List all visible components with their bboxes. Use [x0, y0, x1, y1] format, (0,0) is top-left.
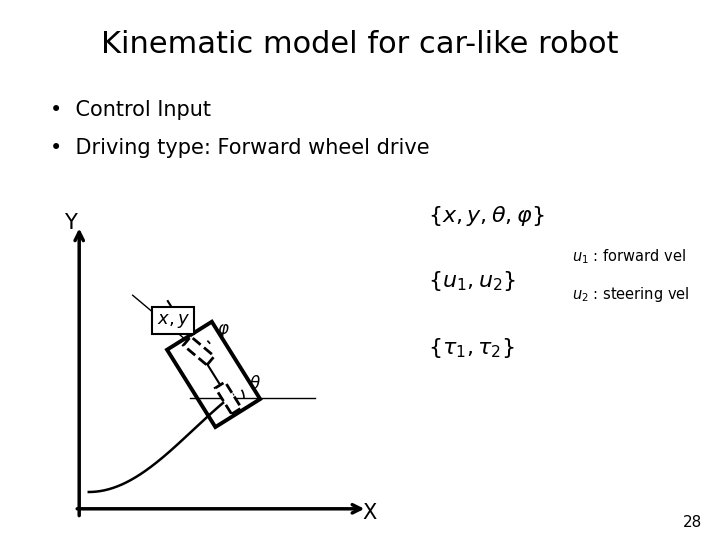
- Text: $u_1$ : forward vel: $u_1$ : forward vel: [572, 247, 686, 266]
- Polygon shape: [215, 382, 241, 414]
- Text: Y: Y: [64, 213, 77, 233]
- Text: $\{x, y, \theta, \varphi\}$: $\{x, y, \theta, \varphi\}$: [428, 204, 545, 228]
- Text: $u_2$ : steering vel: $u_2$ : steering vel: [572, 285, 690, 304]
- Text: $\theta$: $\theta$: [248, 375, 261, 393]
- Text: •  Control Input: • Control Input: [50, 100, 212, 120]
- Text: $\{u_1, u_2\}$: $\{u_1, u_2\}$: [428, 269, 516, 293]
- Text: $x, y$: $x, y$: [157, 312, 190, 330]
- Text: $\{\tau_1, \tau_2\}$: $\{\tau_1, \tau_2\}$: [428, 336, 515, 360]
- Text: X: X: [362, 503, 377, 523]
- Text: $\varphi$: $\varphi$: [217, 322, 230, 340]
- Text: Kinematic model for car-like robot: Kinematic model for car-like robot: [102, 30, 618, 59]
- Polygon shape: [184, 336, 215, 365]
- Text: •  Driving type: Forward wheel drive: • Driving type: Forward wheel drive: [50, 138, 430, 158]
- Text: 28: 28: [683, 515, 702, 530]
